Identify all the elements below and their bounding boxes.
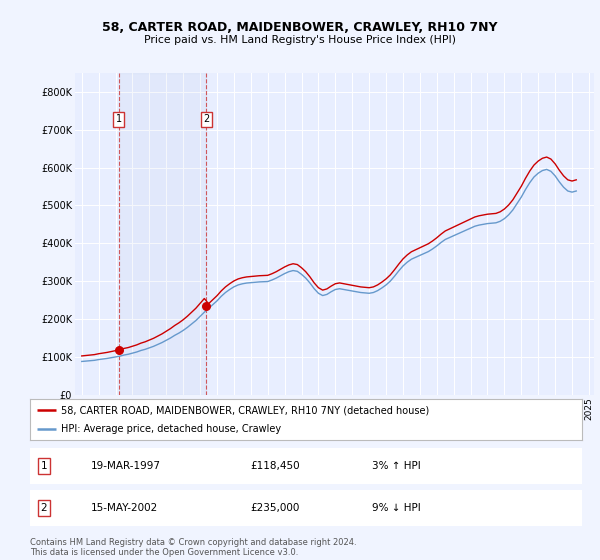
Point — [202, 301, 211, 310]
Text: 9% ↓ HPI: 9% ↓ HPI — [372, 503, 421, 513]
Text: Price paid vs. HM Land Registry's House Price Index (HPI): Price paid vs. HM Land Registry's House … — [144, 35, 456, 45]
Text: 1: 1 — [116, 114, 122, 124]
Text: 2: 2 — [40, 503, 47, 513]
Text: 3% ↑ HPI: 3% ↑ HPI — [372, 461, 421, 471]
Text: £235,000: £235,000 — [251, 503, 300, 513]
Text: 58, CARTER ROAD, MAIDENBOWER, CRAWLEY, RH10 7NY (detached house): 58, CARTER ROAD, MAIDENBOWER, CRAWLEY, R… — [61, 405, 430, 415]
Text: HPI: Average price, detached house, Crawley: HPI: Average price, detached house, Craw… — [61, 424, 281, 433]
Text: 1: 1 — [40, 461, 47, 471]
Text: 58, CARTER ROAD, MAIDENBOWER, CRAWLEY, RH10 7NY: 58, CARTER ROAD, MAIDENBOWER, CRAWLEY, R… — [102, 21, 498, 34]
Bar — [119, 73, 206, 395]
Text: £118,450: £118,450 — [251, 461, 301, 471]
Text: 19-MAR-1997: 19-MAR-1997 — [91, 461, 161, 471]
Text: 2: 2 — [203, 114, 209, 124]
Text: 15-MAY-2002: 15-MAY-2002 — [91, 503, 158, 513]
Text: Contains HM Land Registry data © Crown copyright and database right 2024.
This d: Contains HM Land Registry data © Crown c… — [30, 538, 356, 557]
Point — [114, 346, 124, 354]
